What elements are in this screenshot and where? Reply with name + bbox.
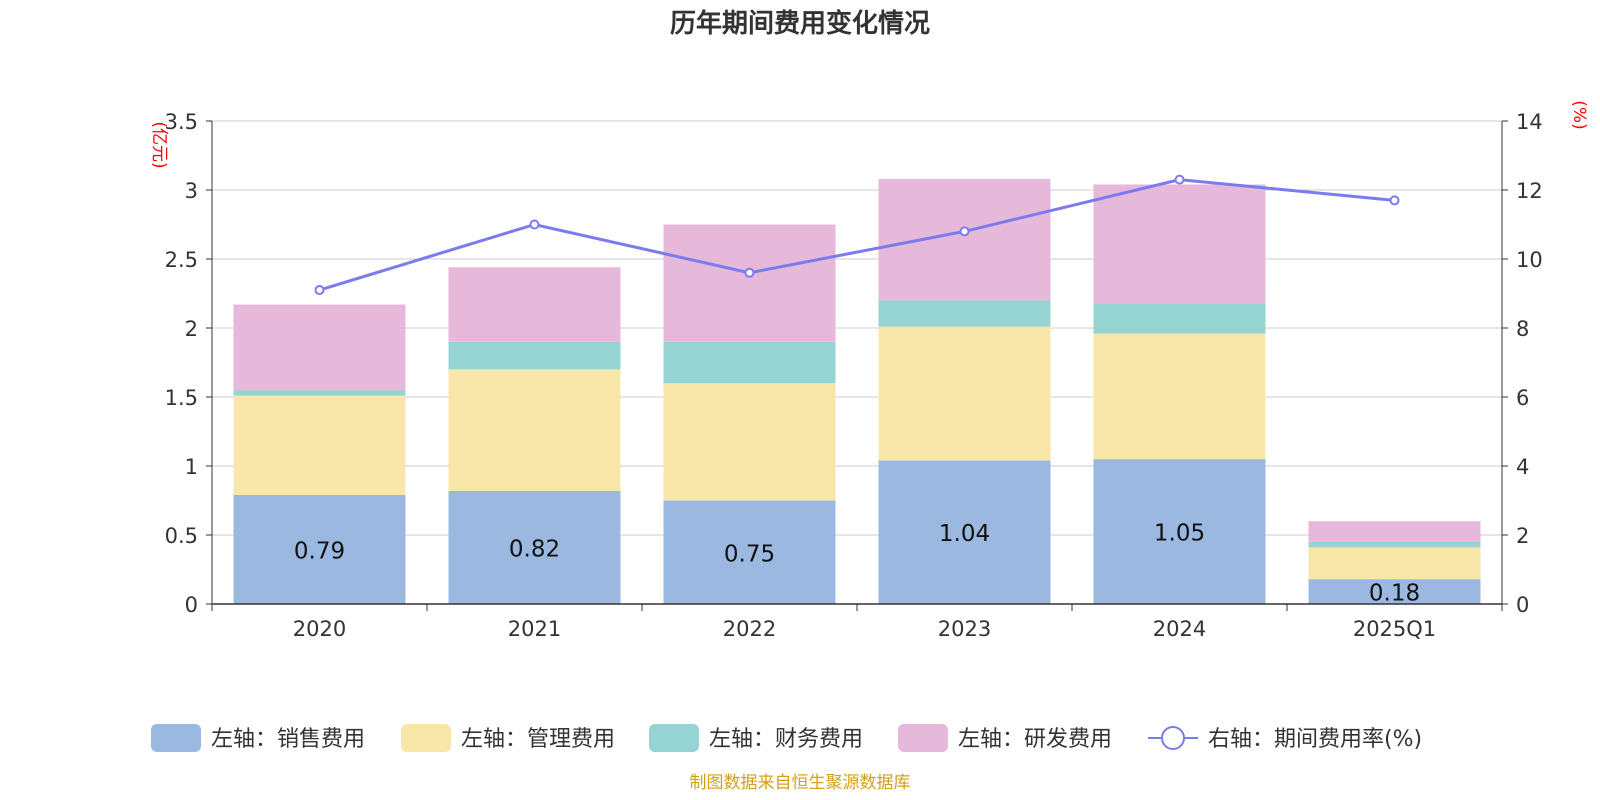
- legend-label: 左轴：销售费用: [211, 727, 365, 752]
- bar-segment: [663, 500, 836, 604]
- left-axis-tick-label: 3.5: [165, 110, 198, 134]
- rate-line-point: [744, 267, 755, 278]
- bar-segment: [878, 326, 1051, 461]
- bar-segment: [233, 395, 406, 495]
- rate-line-path: [319, 178, 1395, 292]
- legend-swatch: [898, 724, 948, 752]
- bar-segment: [1093, 333, 1266, 460]
- data-label: 0.82: [509, 536, 560, 562]
- bar-segment: [1093, 184, 1266, 304]
- bar-segment: [878, 300, 1051, 327]
- right-axis-unit: (%): [1569, 100, 1589, 129]
- rate-line-point: [529, 219, 540, 230]
- data-label: 0.75: [724, 541, 775, 567]
- data-label: 1.04: [939, 521, 990, 547]
- right-axis-tick-label: 10: [1516, 248, 1543, 272]
- bar-segment: [1308, 541, 1481, 548]
- left-axis-tick-label: 1: [185, 455, 198, 479]
- left-axis-unit: (亿元): [149, 121, 169, 168]
- legend-marker: [1161, 726, 1185, 750]
- data-labels: 0.79 0.82 0.75 1.04 1.05 0.18: [294, 521, 1420, 607]
- bar-segment: [663, 341, 836, 384]
- legend: 左轴：销售费用 左轴：管理费用 左轴：财务费用 左轴：研发费用 右轴：期间费用率(%): [151, 724, 1422, 752]
- left-axis-tick-label: 3: [185, 179, 198, 203]
- source-note: 制图数据来自恒生聚源数据库: [690, 773, 911, 793]
- bar-segment: [1308, 579, 1481, 604]
- right-axis-tick-label: 2: [1516, 524, 1529, 548]
- bar-segment: [233, 494, 406, 604]
- bar-segment: [878, 460, 1051, 604]
- x-axis-tick-label: 2020: [293, 617, 346, 641]
- rate-line: [314, 174, 1400, 296]
- chart-title: 历年期间费用变化情况: [670, 8, 930, 39]
- x-axis-tick-label: 2023: [938, 617, 991, 641]
- left-axis-tick-label: 2: [185, 317, 198, 341]
- legend-label: 左轴：研发费用: [958, 727, 1112, 752]
- bar-segment: [448, 490, 621, 604]
- x-axis-tick-label: 2021: [508, 617, 561, 641]
- left-axis-tick-label: 0.5: [165, 524, 198, 548]
- x-axis-tick-label: 2025Q1: [1353, 617, 1436, 641]
- right-axis-tick-label: 14: [1516, 110, 1543, 134]
- bar-segment: [878, 178, 1051, 301]
- bar-segment: [448, 341, 621, 370]
- right-axis-tick-label: 6: [1516, 386, 1529, 410]
- rate-line-point: [314, 285, 325, 296]
- right-axis-tick-label: 4: [1516, 455, 1529, 479]
- right-axis-tick-label: 12: [1516, 179, 1543, 203]
- axes: 0 0.5 1 1.5 2 2.5 3 3.5 0 2 4 6 8 10 12 14 2020 2021 2022 2…: [165, 110, 1543, 641]
- legend-label: 左轴：管理费用: [461, 727, 615, 752]
- rate-line-point: [1174, 174, 1185, 185]
- bars: [233, 178, 1481, 604]
- legend-label: 右轴：期间费用率(%): [1208, 727, 1422, 752]
- left-axis-tick-label: 2.5: [165, 248, 198, 272]
- data-label: 1.05: [1154, 521, 1205, 547]
- bar-segment: [448, 267, 621, 342]
- bar-segment: [663, 383, 836, 501]
- bar-segment: [1093, 459, 1266, 604]
- legend-swatch: [401, 724, 451, 752]
- rate-line-point: [1389, 195, 1400, 206]
- bar-segment: [1308, 521, 1481, 542]
- data-label: 0.79: [294, 538, 345, 564]
- x-axis-tick-label: 2024: [1153, 617, 1206, 641]
- legend-swatch: [151, 724, 201, 752]
- bar-segment: [663, 224, 836, 342]
- bar-segment: [1308, 547, 1481, 580]
- left-axis-tick-label: 0: [185, 593, 198, 617]
- x-axis-tick-label: 2022: [723, 617, 776, 641]
- data-label: 0.18: [1369, 581, 1420, 607]
- left-axis-tick-label: 1.5: [165, 386, 198, 410]
- bar-segment: [233, 304, 406, 391]
- bar-segment: [448, 369, 621, 491]
- grid-lines: [212, 120, 1502, 536]
- bar-segment: [1093, 303, 1266, 334]
- legend-label: 左轴：财务费用: [709, 727, 863, 752]
- right-axis-tick-label: 8: [1516, 317, 1529, 341]
- right-axis-tick-label: 0: [1516, 593, 1529, 617]
- legend-swatch: [649, 724, 699, 752]
- bar-segment: [233, 390, 406, 396]
- rate-line-point: [959, 226, 970, 237]
